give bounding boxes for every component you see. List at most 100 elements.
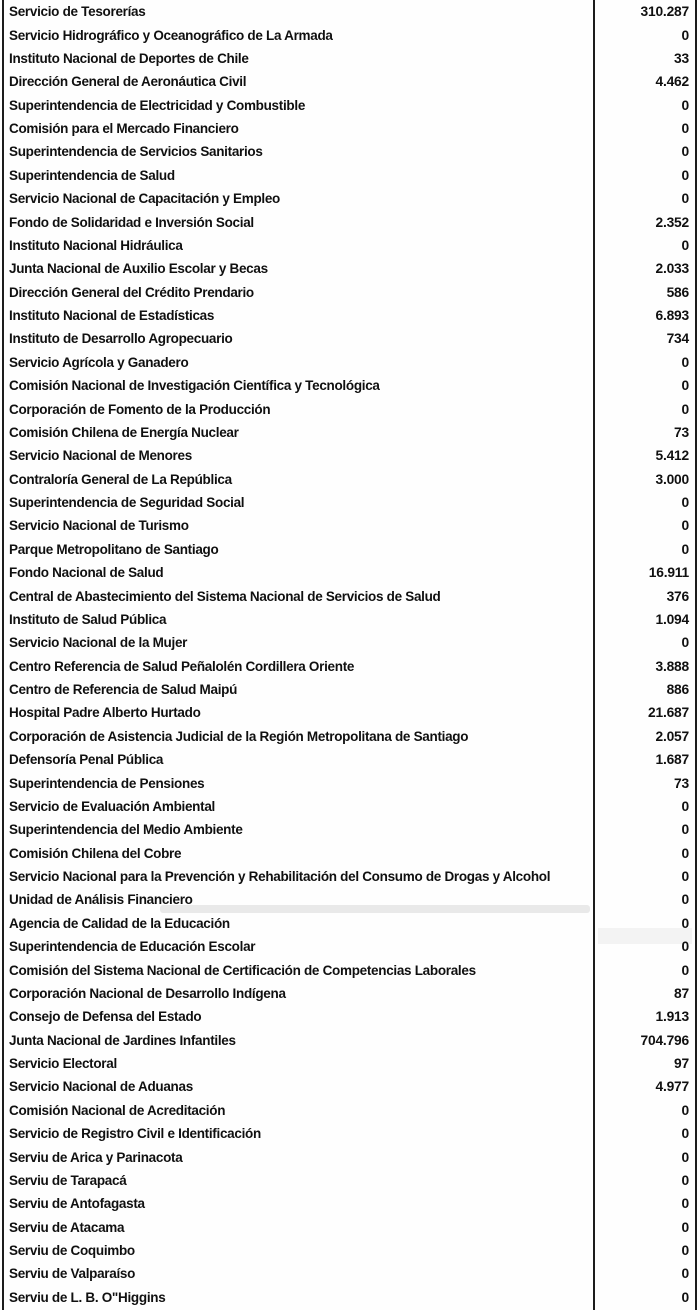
table-row: Comisión del Sistema Nacional de Certifi… (0, 958, 700, 981)
amount-value: 0 (681, 121, 690, 137)
amount-value: 0 (681, 378, 690, 394)
institution-name: Corporación de Fomento de la Producción (9, 401, 271, 417)
institution-name: Superintendencia de Salud (9, 167, 175, 183)
institution-name: Superintendencia de Seguridad Social (9, 495, 245, 511)
amount-value: 0 (681, 518, 690, 534)
amount-value: 0 (681, 962, 690, 978)
table-row: Superintendencia de Pensiones 73 (0, 771, 700, 794)
amount-value: 0 (681, 191, 690, 207)
institution-name: Serviu de Tarapacá (9, 1172, 127, 1188)
amount-value: 0 (681, 27, 690, 43)
table-row: Superintendencia de Salud 0 (0, 164, 700, 187)
amount-value: 0 (681, 635, 690, 651)
institution-name: Instituto de Desarrollo Agropecuario (9, 331, 233, 347)
table-row: Dirección General de Aeronáutica Civil 4… (0, 70, 700, 93)
amount-value: 6.893 (655, 308, 689, 324)
amount-value: 5.412 (655, 448, 689, 464)
table-row: Serviu de Tarapacá 0 (0, 1169, 700, 1192)
table-row: Corporación de Fomento de la Producción … (0, 397, 700, 420)
table-row: Fondo de Solidaridad e Inversión Social … (0, 210, 700, 233)
scan-seam (598, 928, 692, 944)
institution-name: Instituto Nacional de Estadísticas (9, 308, 215, 324)
table-row: Hospital Padre Alberto Hurtado 21.687 (0, 701, 700, 724)
table-row: Comisión Nacional de Acreditación 0 (0, 1099, 700, 1122)
institution-name: Junta Nacional de Auxilio Escolar y Beca… (9, 261, 268, 277)
table-row: Instituto de Desarrollo Agropecuario 734 (0, 327, 700, 350)
amount-value: 0 (681, 495, 690, 511)
amount-value: 73 (674, 775, 689, 791)
institution-name: Serviu de L. B. O"Higgins (9, 1289, 166, 1305)
table-row: Servicio Nacional de Menores 5.412 (0, 444, 700, 467)
institution-name: Servicio de Registro Civil e Identificac… (9, 1126, 261, 1142)
institution-name: Unidad de Análisis Financiero (9, 892, 193, 908)
amount-value: 1.687 (655, 752, 689, 768)
table-row: Serviu de Arica y Parinacota 0 (0, 1145, 700, 1168)
table-row: Servicio Electoral 97 (0, 1052, 700, 1075)
institution-name: Fondo de Solidaridad e Inversión Social (9, 214, 254, 230)
institution-name: Corporación Nacional de Desarrollo Indíg… (9, 985, 286, 1001)
table-row: Servicio de Tesorerías 310.287 (0, 0, 700, 23)
amount-value: 0 (681, 1149, 690, 1165)
amount-value: 0 (681, 237, 690, 253)
table-row: Servicio Hidrográfico y Oceanográfico de… (0, 23, 700, 46)
institution-name: Dirección General de Aeronáutica Civil (9, 74, 247, 90)
table-left-border (2, 0, 4, 1310)
amount-value: 87 (674, 985, 689, 1001)
amount-value: 0 (681, 97, 690, 113)
institution-name: Servicio Nacional de Capacitación y Empl… (9, 191, 280, 207)
institution-name: Superintendencia de Electricidad y Combu… (9, 97, 306, 113)
institution-name: Superintendencia del Medio Ambiente (9, 822, 243, 838)
institution-name: Defensoría Penal Pública (9, 752, 164, 768)
institution-name: Comisión Chilena del Cobre (9, 845, 182, 861)
table-row: Superintendencia de Seguridad Social 0 (0, 491, 700, 514)
institution-name: Consejo de Defensa del Estado (9, 1009, 202, 1025)
institution-name: Centro Referencia de Salud Peñalolén Cor… (9, 658, 355, 674)
amount-value: 0 (681, 1289, 690, 1305)
amount-value: 0 (681, 1196, 690, 1212)
amount-value: 0 (681, 798, 690, 814)
amount-value: 33 (674, 50, 689, 66)
amount-value: 2.033 (655, 261, 689, 277)
table-row: Unidad de Análisis Financiero 0 (0, 888, 700, 911)
amount-value: 2.352 (655, 214, 689, 230)
institution-name: Central de Abastecimiento del Sistema Na… (9, 588, 441, 604)
table-row: Serviu de Coquimbo 0 (0, 1239, 700, 1262)
table-row: Instituto de Salud Pública 1.094 (0, 608, 700, 631)
institution-name: Servicio Electoral (9, 1056, 117, 1072)
table-row: Instituto Nacional de Deportes de Chile … (0, 47, 700, 70)
table-row: Servicio Nacional de la Mujer 0 (0, 631, 700, 654)
table-row: Defensoría Penal Pública 1.687 (0, 748, 700, 771)
amount-value: 3.000 (655, 471, 689, 487)
amount-value: 0 (681, 1219, 690, 1235)
table-row: Servicio Nacional para la Prevención y R… (0, 865, 700, 888)
table-row: Serviu de Antofagasta 0 (0, 1192, 700, 1215)
table-column-divider (593, 0, 595, 1310)
amount-value: 0 (681, 541, 690, 557)
amount-value: 0 (681, 144, 690, 160)
amount-value: 0 (681, 401, 690, 417)
institution-name: Comisión Nacional de Acreditación (9, 1102, 226, 1118)
amount-value: 16.911 (648, 565, 689, 581)
table-row: Comisión Chilena de Energía Nuclear 73 (0, 421, 700, 444)
table-row: Comisión Chilena del Cobre 0 (0, 842, 700, 865)
institution-name: Parque Metropolitano de Santiago (9, 541, 219, 557)
table-row: Servicio Nacional de Turismo 0 (0, 514, 700, 537)
amount-value: 886 (666, 682, 690, 698)
amount-value: 0 (681, 869, 690, 885)
amount-value: 21.687 (648, 705, 689, 721)
amount-value: 0 (681, 892, 690, 908)
amount-value: 1.094 (655, 611, 689, 627)
institution-name: Serviu de Antofagasta (9, 1196, 145, 1212)
table-row: Centro de Referencia de Salud Maipú 886 (0, 678, 700, 701)
amount-value: 0 (681, 822, 690, 838)
table-row: Junta Nacional de Jardines Infantiles 70… (0, 1029, 700, 1052)
institution-name: Hospital Padre Alberto Hurtado (9, 705, 201, 721)
table-row: Corporación de Asistencia Judicial de la… (0, 725, 700, 748)
table-row: Centro Referencia de Salud Peñalolén Cor… (0, 655, 700, 678)
institution-name: Superintendencia de Servicios Sanitarios (9, 144, 263, 160)
amount-value: 1.913 (655, 1009, 689, 1025)
amount-value: 310.287 (640, 4, 690, 20)
amount-value: 4.977 (655, 1079, 689, 1095)
amount-value: 0 (681, 1172, 690, 1188)
